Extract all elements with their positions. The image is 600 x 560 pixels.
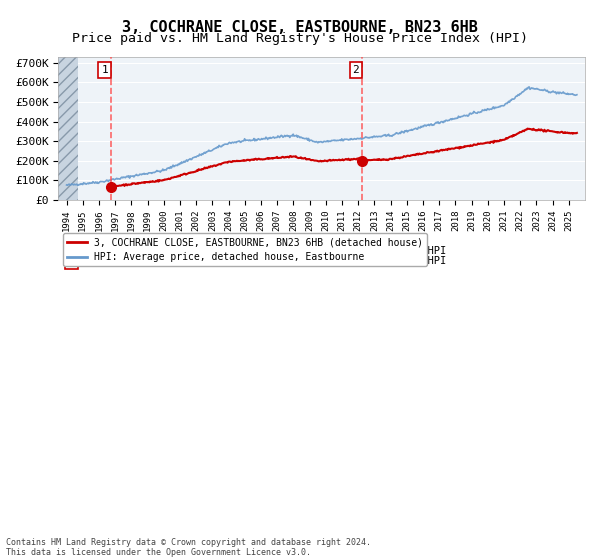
Text: 2: 2: [352, 65, 359, 74]
Text: 32% ↓ HPI: 32% ↓ HPI: [390, 256, 446, 265]
Text: 1: 1: [68, 246, 75, 256]
Text: 23% ↓ HPI: 23% ↓ HPI: [390, 246, 446, 256]
Bar: [58, 57, 78, 200]
Text: 3, COCHRANE CLOSE, EASTBOURNE, BN23 6HB: 3, COCHRANE CLOSE, EASTBOURNE, BN23 6HB: [122, 20, 478, 35]
Text: 2: 2: [68, 256, 75, 265]
Text: £199,950: £199,950: [280, 256, 329, 265]
Text: 1: 1: [101, 65, 108, 74]
Text: Contains HM Land Registry data © Crown copyright and database right 2024.
This d: Contains HM Land Registry data © Crown c…: [6, 538, 371, 557]
Text: 26-SEP-1996: 26-SEP-1996: [111, 246, 180, 256]
Text: £68,500: £68,500: [280, 246, 323, 256]
Text: Price paid vs. HM Land Registry's House Price Index (HPI): Price paid vs. HM Land Registry's House …: [72, 32, 528, 45]
Text: 02-APR-2012: 02-APR-2012: [111, 256, 180, 265]
Legend: 3, COCHRANE CLOSE, EASTBOURNE, BN23 6HB (detached house), HPI: Average price, de: 3, COCHRANE CLOSE, EASTBOURNE, BN23 6HB …: [64, 234, 427, 266]
